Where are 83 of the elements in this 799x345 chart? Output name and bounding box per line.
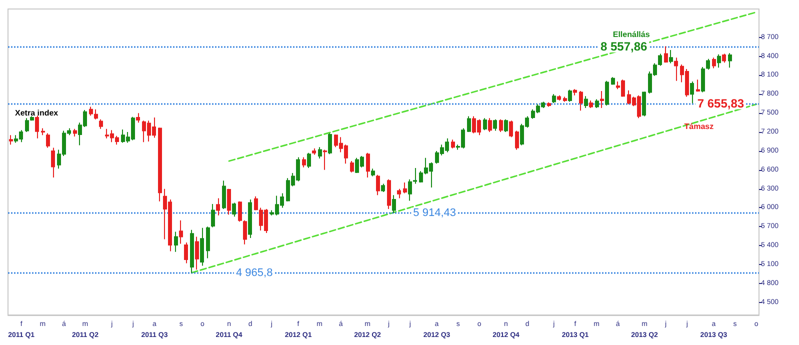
candlestick: [712, 57, 716, 69]
annotation: 4 965,8: [236, 266, 273, 279]
candlestick: [174, 231, 178, 252]
candlestick: [690, 81, 694, 104]
candlestick: [232, 202, 236, 218]
candlestick: [9, 134, 13, 146]
candlestick: [46, 132, 50, 148]
candlestick: [499, 118, 503, 133]
candlestick: [184, 242, 188, 264]
candlestick: [696, 79, 700, 92]
candlestick: [302, 156, 306, 168]
candlestick: [222, 180, 226, 210]
candlestick: [158, 127, 162, 202]
candlestick: [211, 203, 215, 228]
candlestick: [350, 160, 354, 173]
candlestick: [488, 118, 492, 133]
candlestick: [568, 89, 572, 102]
candlestick: [392, 194, 396, 214]
candlestick: [195, 236, 199, 270]
candlestick: [717, 54, 721, 68]
candlestick: [216, 198, 220, 216]
candlestick: [381, 183, 385, 192]
candlestick: [451, 139, 455, 149]
candlestick: [674, 57, 678, 82]
candlestick: [366, 152, 370, 178]
text: Xetra index: [15, 108, 59, 118]
candlestick: [413, 167, 417, 184]
annotation: 7 655,83: [697, 96, 744, 110]
candlestick: [397, 188, 401, 199]
candlestick: [312, 148, 316, 156]
candlestick: [243, 220, 247, 245]
candlestick: [41, 128, 45, 136]
annotation: 5 914,43: [413, 207, 456, 220]
candlestick: [600, 90, 604, 109]
candlestick: [509, 120, 513, 138]
candlestick: [136, 112, 140, 124]
candlestick: [579, 90, 583, 112]
candlestick: [94, 108, 98, 120]
candlestick: [515, 130, 519, 150]
candlestick: [408, 178, 412, 202]
candlestick: [307, 152, 311, 168]
candlestick: [99, 118, 103, 130]
candlestick: [328, 132, 332, 155]
candlestick: [552, 94, 556, 104]
candlestick: [371, 168, 375, 177]
candlestick: [589, 100, 593, 109]
candlestick: [722, 53, 726, 64]
candlestick: [595, 98, 599, 109]
candlestick: [387, 178, 391, 210]
candlestick: [403, 182, 407, 194]
annotation: 8 557,86: [600, 39, 648, 54]
candlestick: [493, 118, 497, 132]
candlestick: [35, 115, 39, 139]
candlestick: [227, 188, 231, 216]
annotation: Ellenállás: [612, 30, 650, 39]
candlestick: [179, 220, 183, 244]
candlestick: [238, 200, 242, 222]
candlestick: [642, 91, 646, 117]
candlestick: [563, 96, 567, 102]
candlestick: [206, 226, 210, 259]
candlestick: [376, 174, 380, 196]
candlestick: [318, 146, 322, 160]
candlestick: [557, 94, 561, 101]
candlestick: [51, 147, 55, 178]
candlestick: [504, 118, 508, 133]
candlestick: [611, 76, 615, 86]
candlestick: [323, 149, 327, 170]
candlestick: [547, 102, 551, 108]
candlestick: [190, 229, 194, 274]
candlestick: [584, 96, 588, 109]
candlestick: [89, 106, 93, 116]
candlestick: [467, 116, 471, 133]
candlestick: [669, 50, 673, 64]
candlestick: [605, 80, 609, 106]
candlestick: [664, 46, 668, 64]
candlestick: [728, 52, 732, 68]
candlestick: [73, 128, 77, 137]
annotation: Támasz: [684, 122, 714, 131]
candlestick: [248, 199, 252, 239]
candlestick: [483, 118, 487, 131]
candlestick: [200, 227, 204, 266]
candlestick: [254, 196, 258, 211]
candlestick: [573, 88, 577, 96]
